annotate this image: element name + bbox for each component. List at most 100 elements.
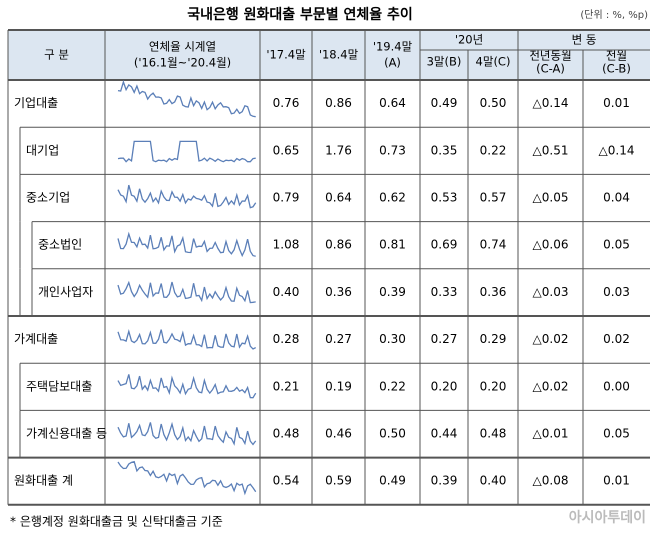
- cell: 0.50: [480, 96, 507, 110]
- row-label: 가계신용대출 등: [26, 427, 107, 441]
- cell: 0.05: [603, 238, 630, 252]
- sparkline: [117, 140, 256, 163]
- title: 국내은행 원화대출 부문별 연체율 추이: [187, 6, 413, 23]
- cell: 0.64: [379, 96, 406, 110]
- footnote: * 은행계정 원화대출금 및 신탁대출금 기준: [10, 514, 223, 529]
- unit: (단위 : %, %p): [580, 8, 648, 21]
- cell: 0.01: [603, 96, 630, 110]
- cell: 0.33: [431, 285, 458, 299]
- cell: 0.00: [603, 379, 630, 393]
- cell: △0.51: [533, 143, 569, 157]
- header-cell: (C-B): [602, 62, 631, 76]
- cell: 0.44: [431, 427, 458, 441]
- watermark: 아시아투데이: [569, 509, 646, 526]
- cell: 0.53: [431, 191, 458, 205]
- cell: 0.22: [379, 379, 406, 393]
- cell: 0.20: [480, 379, 507, 393]
- cell: 0.64: [325, 191, 352, 205]
- cell: 0.21: [273, 379, 300, 393]
- sparkline: [117, 231, 256, 258]
- header-cell: '19.4말: [373, 40, 413, 54]
- cell: 0.69: [431, 238, 458, 252]
- cell: 0.39: [379, 285, 406, 299]
- header-cell: '18.4말: [319, 48, 359, 62]
- header-cell: '17.4말: [266, 48, 306, 62]
- cell: 0.20: [431, 379, 458, 393]
- cell: 1.08: [273, 238, 300, 252]
- cell: 0.65: [273, 143, 300, 157]
- cell: 0.03: [603, 285, 630, 299]
- cell: △0.08: [533, 474, 569, 488]
- cell: 0.59: [325, 474, 352, 488]
- cell: 0.35: [431, 143, 458, 157]
- row-label: 기업대출: [14, 96, 58, 110]
- row-label: 주택담보대출: [26, 379, 92, 393]
- cell: 0.74: [480, 238, 507, 252]
- sparkline: [117, 328, 256, 350]
- row-label: 중소기업: [26, 191, 70, 205]
- cell: 0.36: [480, 285, 507, 299]
- cell: 0.46: [325, 427, 352, 441]
- cell: △0.03: [533, 285, 569, 299]
- cell: 0.30: [379, 332, 406, 346]
- cell: △0.02: [533, 332, 569, 346]
- header-cell: '20년: [455, 33, 483, 47]
- cell: 0.27: [431, 332, 458, 346]
- cell: 0.04: [603, 191, 630, 205]
- cell: △0.14: [599, 143, 635, 157]
- cell: △0.05: [533, 191, 569, 205]
- cell: 0.81: [379, 238, 406, 252]
- header-cell: ('16.1월~'20.4월): [134, 56, 231, 70]
- cell: 0.62: [379, 191, 406, 205]
- cell: 0.49: [379, 474, 406, 488]
- cell: 0.39: [431, 474, 458, 488]
- row-label: 가계대출: [14, 332, 58, 346]
- cell: △0.06: [533, 238, 569, 252]
- header-cell: 전월: [606, 49, 627, 63]
- cell: 0.73: [379, 143, 406, 157]
- cell: 0.05: [603, 427, 630, 441]
- header-bg: [8, 30, 650, 80]
- cell: 0.36: [325, 285, 352, 299]
- header-cell: (A): [384, 56, 401, 70]
- cell: 0.27: [325, 332, 352, 346]
- cell: 0.50: [379, 427, 406, 441]
- header-cell: 3말(B): [427, 55, 462, 69]
- header-cell: 전년동월: [529, 49, 571, 63]
- cell: 0.29: [480, 332, 507, 346]
- cell: 0.54: [273, 474, 300, 488]
- cell: 0.40: [273, 285, 300, 299]
- cell: 0.48: [480, 427, 507, 441]
- cell: 0.86: [325, 238, 352, 252]
- cell: △0.01: [533, 427, 569, 441]
- cell: 0.57: [480, 191, 507, 205]
- sparkline: [117, 280, 256, 304]
- header-cell: 구 분: [44, 48, 69, 62]
- cell: 0.79: [273, 191, 300, 205]
- cell: 0.28: [273, 332, 300, 346]
- cell: 0.02: [603, 332, 630, 346]
- cell: 0.49: [431, 96, 458, 110]
- cell: 0.22: [480, 143, 507, 157]
- cell: △0.02: [533, 379, 569, 393]
- sparkline: [117, 374, 257, 399]
- cell: 0.76: [273, 96, 300, 110]
- cell: 0.86: [325, 96, 352, 110]
- row-label: 원화대출 계: [14, 474, 73, 488]
- header-cell: 연체율 시계열: [149, 40, 216, 54]
- cell: 0.40: [480, 474, 507, 488]
- header-cell: 변 동: [572, 33, 597, 47]
- sparkline: [117, 184, 257, 209]
- sparkline: [117, 79, 256, 118]
- cell: 0.19: [325, 379, 352, 393]
- header-cell: 4말(C): [476, 55, 511, 69]
- sparkline: [117, 421, 257, 446]
- row-label: 대기업: [26, 143, 59, 157]
- row-label: 개인사업자: [38, 285, 93, 299]
- row-label: 중소법인: [38, 238, 82, 252]
- header-cell: (C-A): [536, 62, 565, 76]
- cell: 0.48: [273, 427, 300, 441]
- cell: 1.76: [325, 143, 352, 157]
- cell: 0.01: [603, 474, 630, 488]
